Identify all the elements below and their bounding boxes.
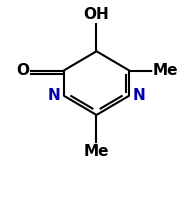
Text: N: N: [133, 88, 145, 103]
Text: Me: Me: [84, 144, 109, 159]
Text: N: N: [48, 88, 60, 103]
Text: OH: OH: [84, 7, 109, 22]
Text: Me: Me: [153, 63, 179, 78]
Text: O: O: [16, 63, 29, 78]
